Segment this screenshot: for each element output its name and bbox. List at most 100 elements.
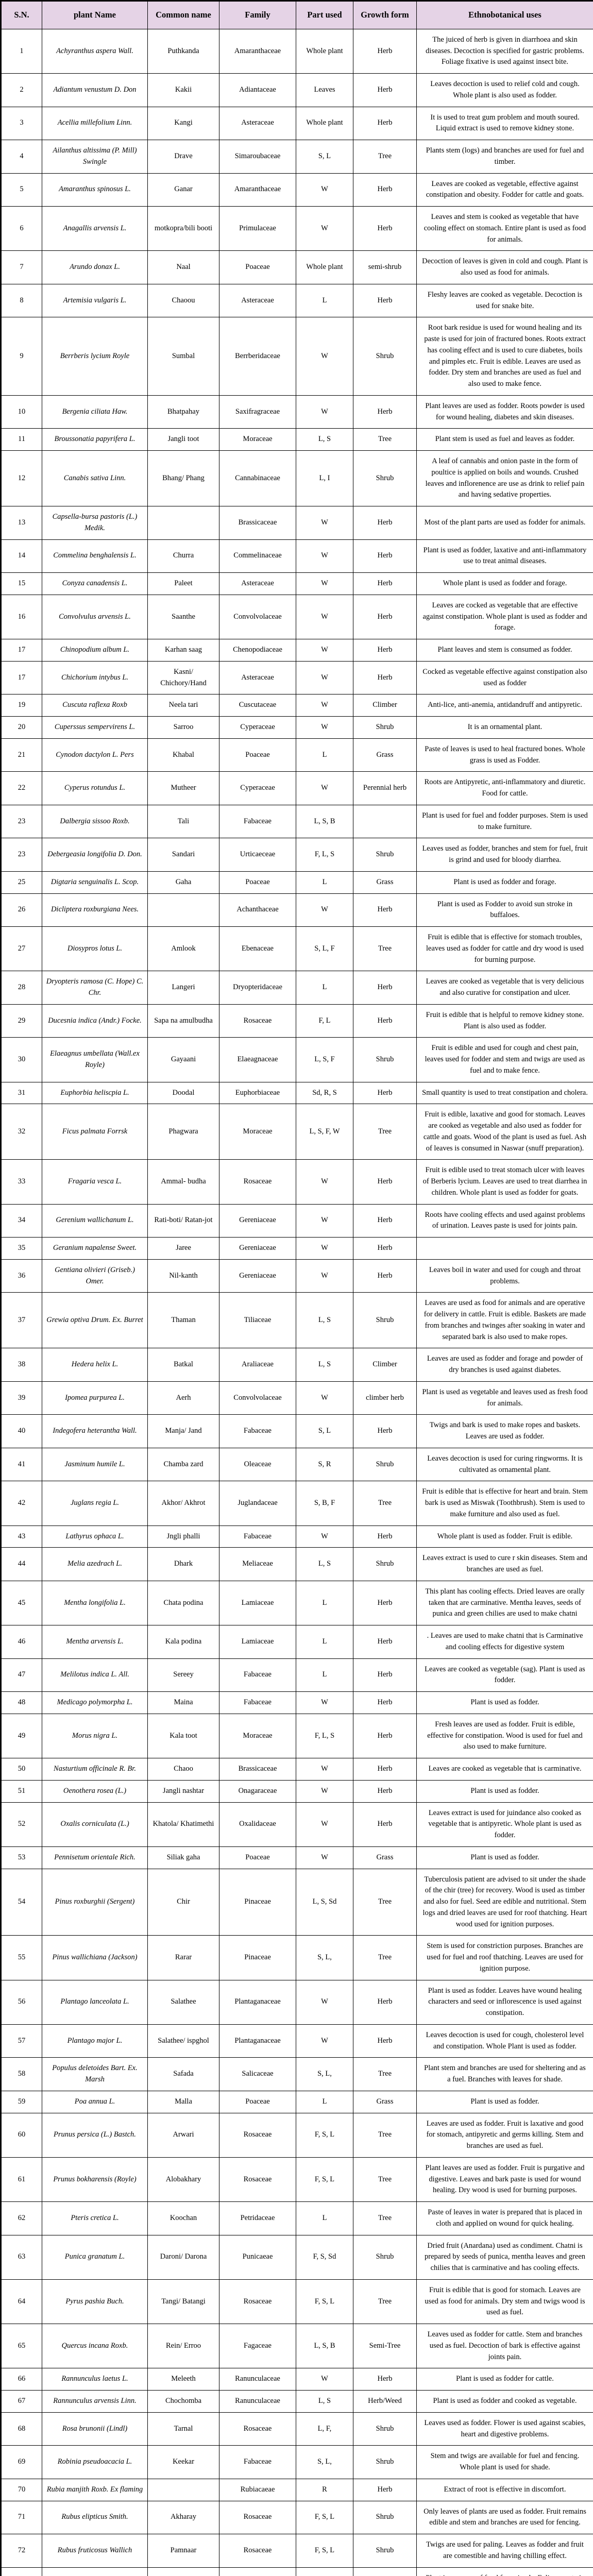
- common-name-cell: Phagwara: [147, 1104, 219, 1160]
- ethnobotanical-uses-cell: Leaves used as fodder, branches and stem…: [416, 838, 593, 872]
- ethnobotanical-uses-cell: Plant is used as fodder.: [416, 1691, 593, 1714]
- family-cell: Dryopteridaceae: [219, 971, 296, 1005]
- serial-number-cell: 48: [1, 1691, 42, 1714]
- plant-name-cell: Broussonatia papyrifera L.: [42, 428, 148, 451]
- common-name-cell: Amlook: [147, 926, 219, 972]
- ethnobotanical-uses-cell: Plant is used as fodder. Leaves have wou…: [416, 1979, 593, 2025]
- serial-number-cell: 13: [1, 506, 42, 540]
- table-row: 27 Diosypros lotus L. Amlook Ebenaceae S…: [1, 926, 593, 972]
- part-used-cell: W: [296, 572, 353, 595]
- common-name-cell: Sapa na amulbudha: [147, 1004, 219, 1038]
- growth-form-cell: Herb: [353, 1237, 417, 1260]
- table-row: 33 Fragaria vesca L. Ammal- budha Rosace…: [1, 1159, 593, 1205]
- growth-form-cell: Herb: [353, 1204, 417, 1238]
- table-row: 29 Ducesnia indica (Andr.) Focke. Sapa n…: [1, 1004, 593, 1038]
- part-used-cell: W: [296, 1780, 353, 1803]
- serial-number-cell: 28: [1, 971, 42, 1005]
- plant-name-cell: Pennisetum orientale Rich.: [42, 1846, 148, 1869]
- plant-name-cell: Ficus palmata Forrsk: [42, 1104, 148, 1160]
- serial-number-cell: 71: [1, 2500, 42, 2534]
- serial-number-cell: 17: [1, 639, 42, 662]
- family-cell: Primulaceae: [219, 206, 296, 251]
- part-used-cell: L, I: [296, 450, 353, 506]
- growth-form-cell: Grass: [353, 871, 417, 894]
- common-name-cell: Kasni/ Chichory/Hand: [147, 660, 219, 695]
- family-cell: Moraceae: [219, 428, 296, 451]
- column-header: S.N.: [1, 1, 42, 29]
- ethnobotanical-uses-cell: Leaves boil in water and used for cough …: [416, 1259, 593, 1293]
- part-used-cell: W: [296, 1259, 353, 1293]
- table-row: 13 Capsella-bursa pastoris (L.) Medik. B…: [1, 506, 593, 540]
- part-used-cell: W: [296, 506, 353, 540]
- growth-form-cell: Shrub: [353, 838, 417, 872]
- part-used-cell: S, L, F: [296, 926, 353, 972]
- growth-form-cell: Grass: [353, 1846, 417, 1869]
- plant-name-cell: Hedera helix L.: [42, 1348, 148, 1382]
- family-cell: Rosaceae: [219, 1004, 296, 1038]
- family-cell: Asteraceae: [219, 660, 296, 695]
- plant-name-cell: Adiantum venustum D. Don: [42, 73, 148, 107]
- common-name-cell: motkopra/bili booti: [147, 206, 219, 251]
- part-used-cell: W: [296, 771, 353, 805]
- growth-form-cell: Herb: [353, 2478, 417, 2501]
- common-name-cell: Batkal: [147, 1348, 219, 1382]
- common-name-cell: Rarar: [147, 1935, 219, 1980]
- table-row: 54 Pinus roxburghii (Sergent) Chir Pinac…: [1, 1868, 593, 1936]
- common-name-cell: Karhan saag: [147, 639, 219, 662]
- serial-number-cell: 30: [1, 1037, 42, 1082]
- ethnobotanical-uses-cell: Decoction of leaves is given in cold and…: [416, 250, 593, 284]
- part-used-cell: L, S: [296, 1292, 353, 1349]
- part-used-cell: L, S: [296, 2390, 353, 2413]
- serial-number-cell: 69: [1, 2445, 42, 2479]
- plant-name-cell: Plantago major L.: [42, 2024, 148, 2058]
- plant-name-cell: Conyza canadensis L.: [42, 572, 148, 595]
- family-cell: Araliaceae: [219, 1348, 296, 1382]
- family-cell: Rubiacaeae: [219, 2478, 296, 2501]
- table-row: 47 Melilotus indica L. All. Sereey Fabac…: [1, 1658, 593, 1692]
- family-cell: Cannabinaceae: [219, 450, 296, 506]
- table-row: 1 Achyranthus aspera Wall. Puthkanda Ama…: [1, 28, 593, 74]
- family-cell: Gereniaceae: [219, 1237, 296, 1260]
- common-name-cell: Langeri: [147, 971, 219, 1005]
- serial-number-cell: 62: [1, 2201, 42, 2235]
- common-name-cell: Chir: [147, 1868, 219, 1936]
- family-cell: Convolvolaceae: [219, 594, 296, 640]
- ethnobotanical-uses-cell: Plants stem (logs) and branches are used…: [416, 140, 593, 174]
- plant-name-cell: Melilotus indica L. All.: [42, 1658, 148, 1692]
- ethnobotanical-uses-cell: Plant is used for fuel and fodder purpos…: [416, 804, 593, 839]
- ethnobotanical-uses-cell: Stem and twigs are available for fuel an…: [416, 2445, 593, 2479]
- family-cell: Ebenaceae: [219, 926, 296, 972]
- growth-form-cell: Shrub: [353, 450, 417, 506]
- table-row: 66 Rannunculus laetus L. Meleeth Ranuncu…: [1, 2368, 593, 2391]
- part-used-cell: Whole plant: [296, 250, 353, 284]
- common-name-cell: Sarroo: [147, 716, 219, 739]
- part-used-cell: F, S, L: [296, 2112, 353, 2158]
- family-cell: Salicaceae: [219, 2057, 296, 2091]
- family-cell: Ranunculaceae: [219, 2368, 296, 2391]
- table-row: 19 Cuscuta raflexa Roxb Neela tari Cuscu…: [1, 694, 593, 717]
- plant-name-cell: Cuscuta raflexa Roxb: [42, 694, 148, 717]
- growth-form-cell: Tree: [353, 926, 417, 972]
- common-name-cell: [147, 506, 219, 540]
- ethnobotanical-uses-cell: Twigs are used for paling. Leaves as fod…: [416, 2534, 593, 2568]
- serial-number-cell: 27: [1, 926, 42, 972]
- family-cell: Fabaceae: [219, 1414, 296, 1448]
- common-name-cell: Akharay: [147, 2500, 219, 2534]
- part-used-cell: W: [296, 1159, 353, 1205]
- part-used-cell: F, S, L: [296, 2279, 353, 2325]
- growth-form-cell: Shrub: [353, 2412, 417, 2446]
- plant-name-cell: Dalbergia sissoo Roxb.: [42, 804, 148, 839]
- plant-name-cell: Diosypros lotus L.: [42, 926, 148, 972]
- ethnobotanical-uses-cell: Fresh leaves are used as fodder. Fruit i…: [416, 1713, 593, 1759]
- growth-form-cell: Herb: [353, 1580, 417, 1626]
- common-name-cell: Sandari: [147, 838, 219, 872]
- serial-number-cell: 1: [1, 28, 42, 74]
- ethnobotanical-uses-cell: Plant is used as vegetable and leaves us…: [416, 1381, 593, 1415]
- family-cell: Cyperaceae: [219, 716, 296, 739]
- family-cell: Rosaceae: [219, 1159, 296, 1205]
- common-name-cell: Koochan: [147, 2201, 219, 2235]
- table-row: 65 Quercus incana Roxb. Rein/ Erroo Faga…: [1, 2323, 593, 2369]
- table-row: 17 Chinopodium album L. Karhan saag Chen…: [1, 639, 593, 662]
- part-used-cell: W: [296, 395, 353, 429]
- part-used-cell: S, L,: [296, 1935, 353, 1980]
